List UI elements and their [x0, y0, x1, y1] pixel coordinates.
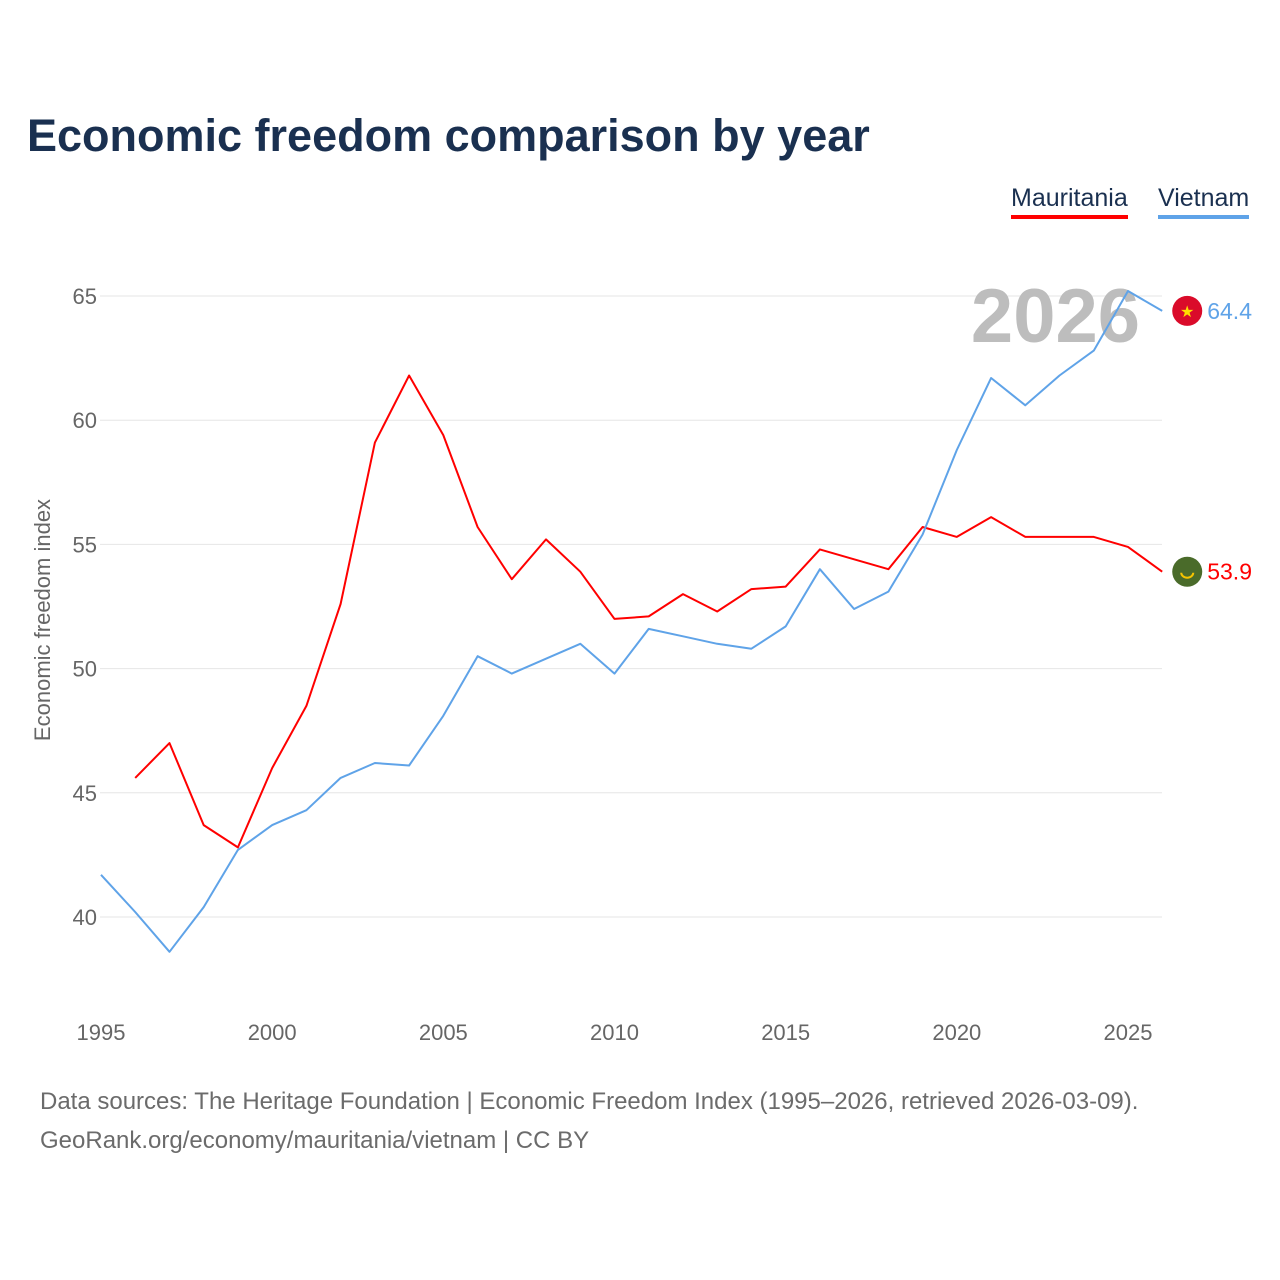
source-link[interactable]: GeoRank.org/economy/mauritania/vietnam |… [40, 1127, 590, 1154]
series-line-mauritania [134, 374, 1163, 849]
flag-vietnam-icon [1172, 295, 1203, 326]
x-tick-label: 1995 [77, 1020, 126, 1045]
y-tick-label: 40 [73, 905, 97, 930]
chart-title: Economic freedom comparison by year [27, 110, 870, 161]
y-tick-label: 50 [73, 657, 97, 682]
end-value-label: 64.4 [1207, 298, 1252, 324]
source-note: Data sources: The Heritage Foundation | … [40, 1088, 1139, 1115]
year-watermark: 2026 [971, 274, 1140, 359]
x-tick-label: 2015 [761, 1020, 810, 1045]
y-tick-label: 65 [73, 284, 97, 309]
legend-mauritania[interactable]: Mauritania [1011, 184, 1128, 219]
x-tick-label: 2005 [419, 1020, 468, 1045]
x-tick-label: 2025 [1104, 1020, 1153, 1045]
y-tick-label: 60 [73, 408, 97, 433]
crescent-icon [1180, 572, 1195, 579]
end-value-label: 53.9 [1207, 559, 1252, 585]
y-axis-label: Economic freedom index [30, 499, 55, 741]
x-tick-label: 2020 [932, 1020, 981, 1045]
y-tick-label: 55 [73, 532, 97, 557]
series-line-vietnam [100, 290, 1163, 953]
legend-vietnam[interactable]: Vietnam [1158, 184, 1250, 219]
x-tick-label: 2000 [248, 1020, 297, 1045]
x-tick-label: 2010 [590, 1020, 639, 1045]
flag-mauritania-icon [1172, 556, 1203, 587]
star-icon: ★ [1180, 304, 1194, 321]
y-tick-label: 45 [73, 781, 97, 806]
